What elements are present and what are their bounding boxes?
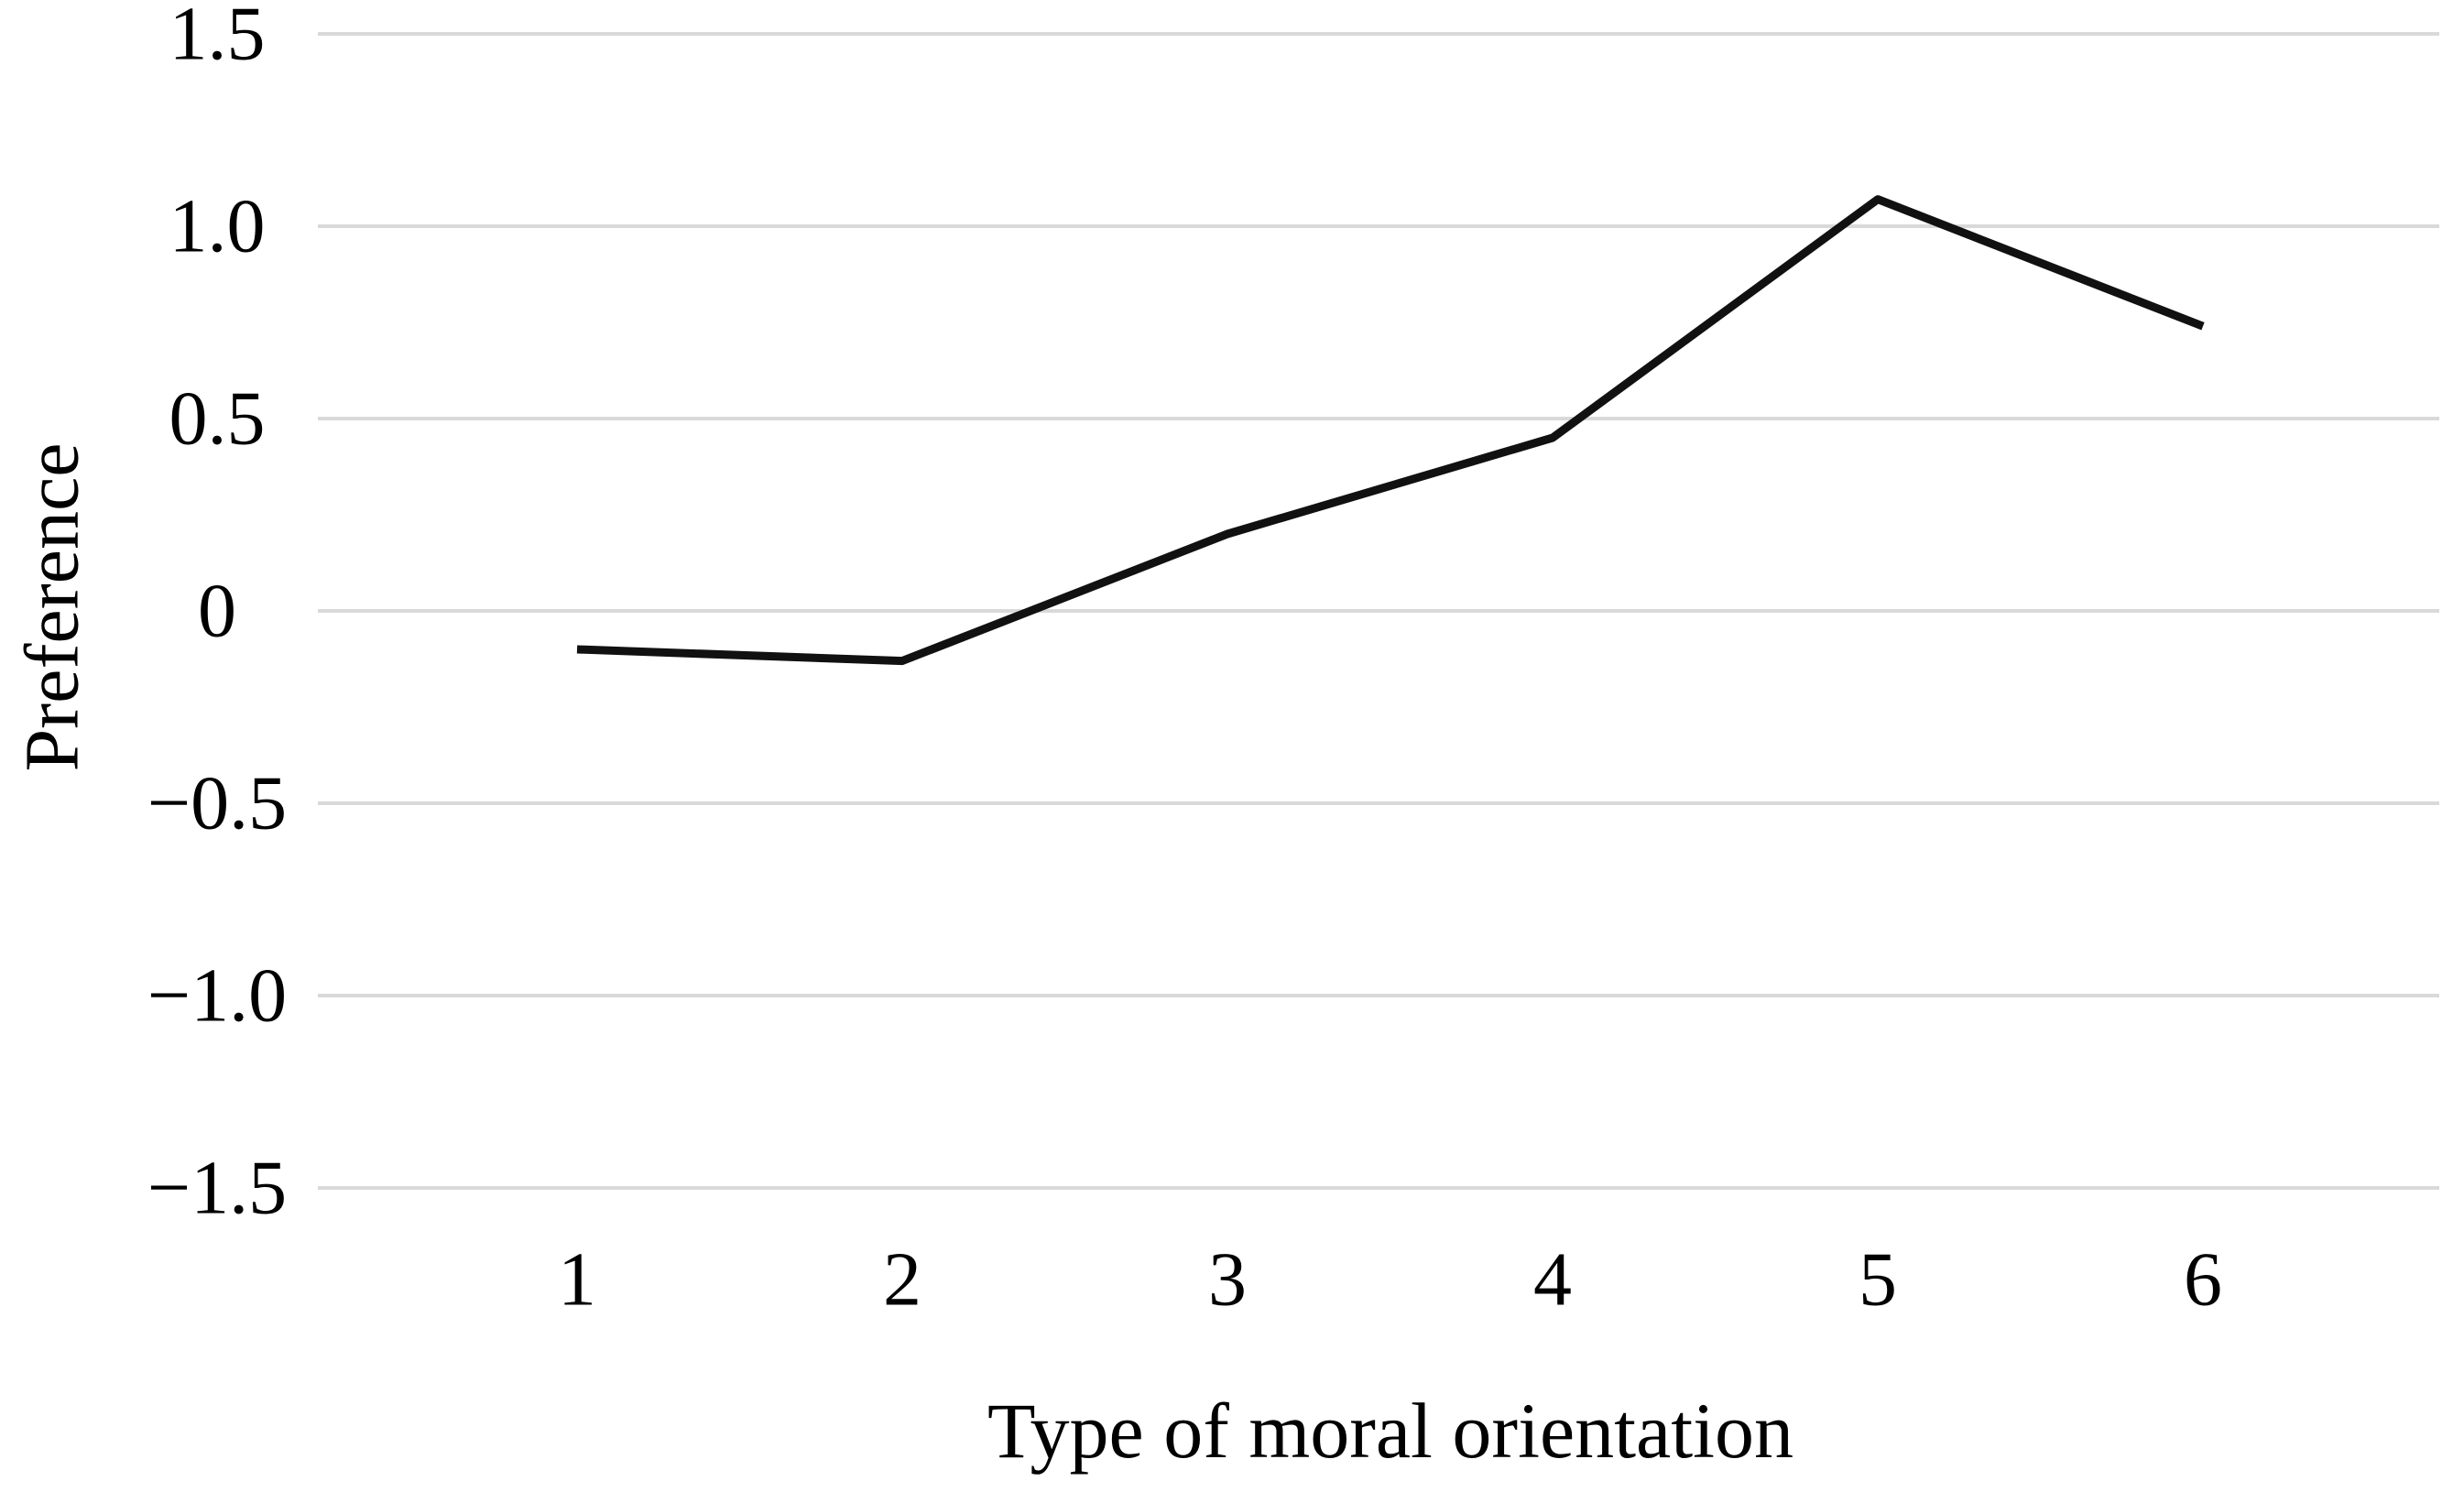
y-tick-label: 1.5 [169, 0, 266, 77]
x-tick-label: 6 [2184, 1237, 2222, 1323]
x-tick-label: 3 [1208, 1237, 1247, 1323]
y-axis-title: Preference [9, 442, 95, 772]
series-line [576, 195, 2205, 666]
y-tick-label: 0 [198, 569, 236, 654]
x-tick-label: 2 [883, 1237, 921, 1323]
x-tick-label: 5 [1859, 1237, 1897, 1323]
y-tick-label: −0.5 [147, 761, 287, 846]
y-tick-label: 1.0 [169, 184, 266, 269]
x-tick-label: 1 [558, 1237, 596, 1323]
y-tick-label: −1.5 [147, 1146, 287, 1231]
y-tick-label: 0.5 [169, 376, 266, 462]
y-tick-label: −1.0 [147, 953, 287, 1039]
x-axis-title: Type of moral orientation [987, 1387, 1793, 1475]
x-tick-label: 4 [1533, 1237, 1572, 1323]
